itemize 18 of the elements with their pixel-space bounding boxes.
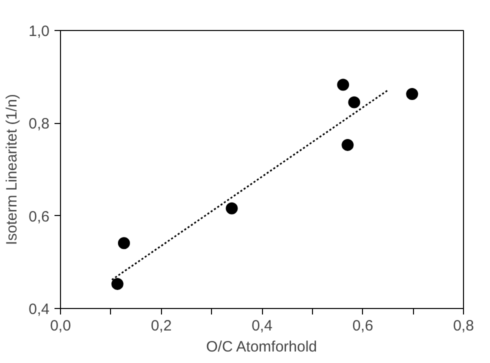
x-tick-label: 0,0: [50, 318, 71, 334]
point: [337, 78, 350, 91]
point: [342, 138, 354, 151]
point: [348, 96, 360, 108]
y-tick-label: 0,4: [28, 301, 50, 318]
x-tick-label: 0,2: [150, 318, 172, 334]
point: [226, 202, 238, 214]
point: [118, 237, 130, 250]
x-axis-title: O/C Atomforhold: [206, 338, 318, 356]
y-axis-title: Isoterm Linearitet (1/n): [4, 94, 21, 245]
y-tick-label: 1,0: [28, 23, 50, 40]
y-tick-label: 0,8: [28, 116, 50, 133]
point: [111, 278, 124, 290]
point: [406, 88, 418, 100]
y-tick-label: 0,6: [28, 208, 50, 226]
x-tick-label: 0,6: [352, 318, 374, 334]
x-tick-label: 0,8: [453, 318, 474, 334]
x-tick-label: 0,4: [252, 318, 272, 334]
